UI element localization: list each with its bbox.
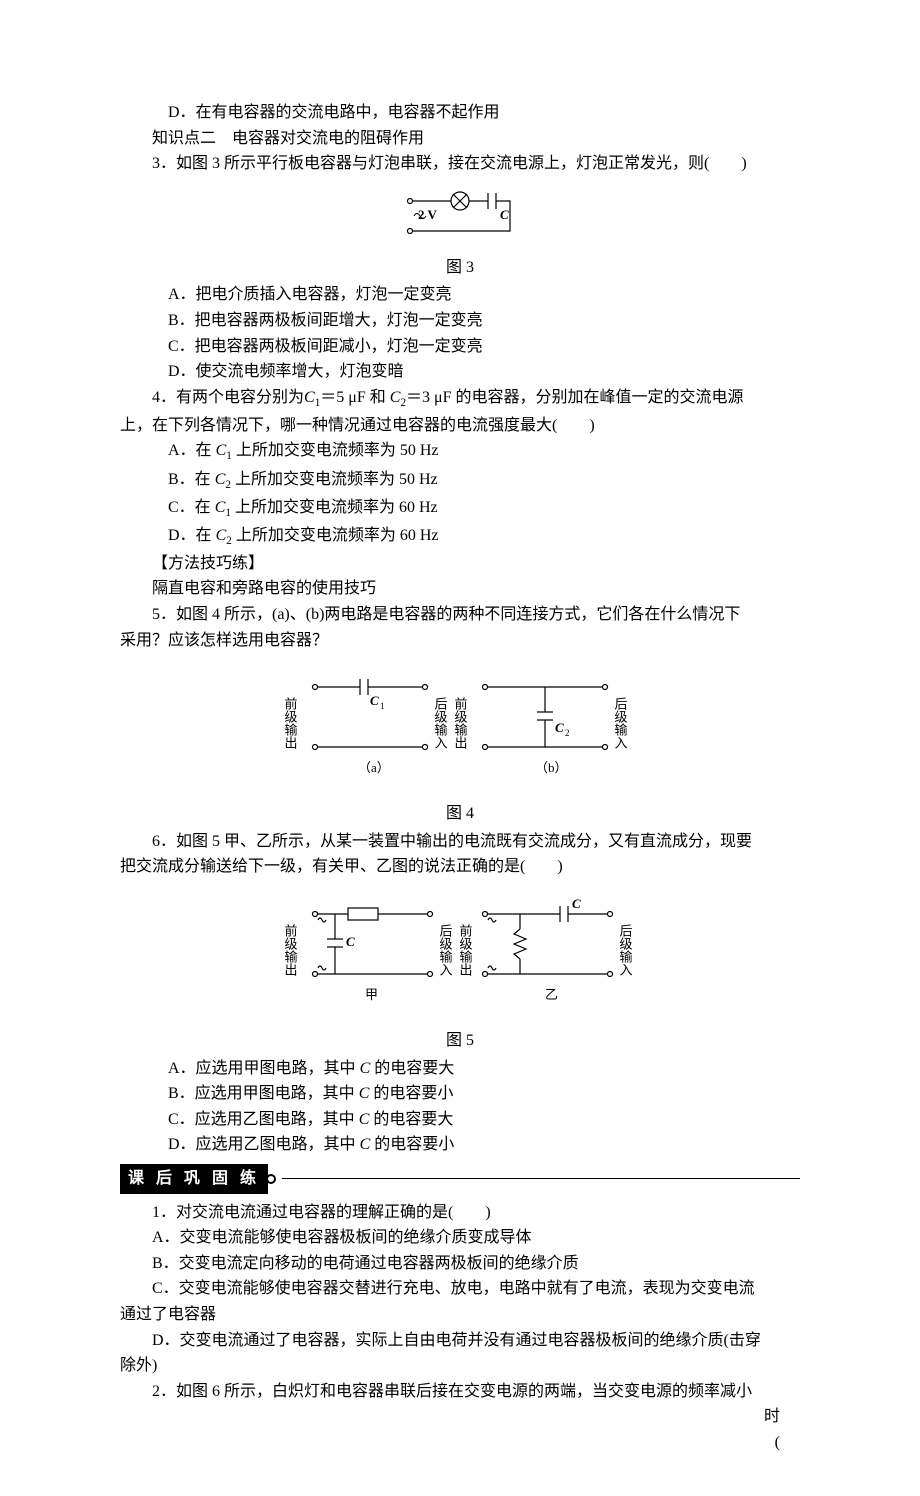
fig4b-right-label: 后级输入 [613,697,628,749]
q2-option-d: D．在有电容器的交流电路中，电容器不起作用 [120,100,800,126]
q6a-post: 的电容要大 [370,1060,454,1077]
q4-option-d: D．在 C2 上所加交变电流频率为 60 Hz [120,523,800,551]
fig4-c1: C [370,693,379,708]
fig4a-right-label: 后级输入 [433,697,448,749]
q4-c2-var: C [390,389,401,406]
q6b-pre: B．应选用甲图电路，其中 [168,1085,359,1102]
p1-option-c-line2: 通过了电容器 [120,1302,800,1328]
q6b-var: C [359,1085,370,1102]
q6-stem-line1: 6．如图 5 甲、乙所示，从某一装置中输出的电流既有交流成分，又有直流成分，现要 [120,829,800,855]
fig3-2v-label: 2 V [418,207,438,222]
fig5b-left-label: 前级输出 [458,923,473,976]
q6d-var: C [360,1136,371,1153]
q3-option-b: B．把电容器两极板间距增大，灯泡一定变亮 [120,308,800,334]
q4b-post: 上所加交变电流频率为 50 Hz [231,471,438,488]
p1-option-d-line1: D．交变电流通过了电容器，实际上自由电荷并没有通过电容器极板间的绝缘介质(击穿 [120,1328,800,1354]
q6c-post: 的电容要大 [369,1111,453,1128]
q4-option-b: B．在 C2 上所加交变电流频率为 50 Hz [120,467,800,495]
q6c-pre: C．应选用乙图电路，其中 [168,1111,359,1128]
q3-option-c: C．把电容器两极板间距减小，灯泡一定变亮 [120,334,800,360]
fig5-c-right: C [572,896,581,911]
q6-option-d: D．应选用乙图电路，其中 C 的电容要小 [120,1132,800,1158]
figure-4-caption: 图 4 [120,801,800,827]
method-subtitle: 隔直电容和旁路电容的使用技巧 [120,576,800,602]
q6d-post: 的电容要小 [370,1136,454,1153]
fig4-c2-sub: 2 [565,728,570,738]
fig4a-left-label: 前级输出 [283,697,298,750]
p1-option-a: A．交变电流能够使电容器极板间的绝缘介质变成导体 [120,1225,800,1251]
fig4-b-label: （b） [535,760,568,775]
figure-4-circuits: 前级输出 后级输入 前级输出 后级输入 C 1 C 2 （a） （b） [270,657,650,797]
p1-option-d-line2: 除外) [120,1353,800,1379]
q5-stem-line2: 采用？应该怎样选用电容器？ [120,628,800,654]
q4d-var: C [216,527,227,544]
p2-stem: 2．如图 6 所示，白炽灯和电容器串联后接在交变电源的两端，当交变电源的频率减小 [120,1379,800,1405]
figure-5-caption: 图 5 [120,1028,800,1054]
q3-option-d: D．使交流电频率增大，灯泡变暗 [120,359,800,385]
q4d-post: 上所加交变电流频率为 60 Hz [232,527,439,544]
p2-tail-1: 时 [120,1404,800,1430]
q4c-var: C [215,499,226,516]
fig4-c2: C [555,720,564,735]
q4-stem-a: 4．有两个电容分别为 [152,389,304,406]
q4-c2-val: ＝3 μF 的电容器，分别加在峰值一定的交流电源 [406,389,743,406]
knowledge-point-2-title: 知识点二 电容器对交流电的阻碍作用 [120,126,800,152]
p1-stem: 1．对交流电流通过电容器的理解正确的是( ) [120,1200,800,1226]
q4-stem-line1: 4．有两个电容分别为C1＝5 μF 和 C2＝3 μF 的电容器，分别加在峰值一… [120,385,800,413]
section-2-header: 课 后 巩 固 练 [120,1164,800,1194]
fig4-a-label: （a） [358,760,390,775]
fig5-yi-label: 乙 [545,987,558,1002]
q6-option-b: B．应选用甲图电路，其中 C 的电容要小 [120,1081,800,1107]
p1-option-c-line1: C．交变电流能够使电容器交替进行充电、放电，电路中就有了电流，表现为交变电流 [120,1276,800,1302]
q4-stem-line2: 上，在下列各情况下，哪一种情况通过电容器的电流强度最大( ) [120,413,800,439]
q4-option-a: A．在 C1 上所加交变电流频率为 50 Hz [120,438,800,466]
section-2-title: 课 后 巩 固 练 [120,1164,268,1194]
fig5a-right-label: 后级输入 [438,924,453,976]
figure-5-circuits: 前级输出 后级输入 前级输出 后级输入 C C 甲 乙 [270,884,650,1024]
figure-3-circuit: 2 V C [380,181,540,251]
figure-3-caption: 图 3 [120,255,800,281]
fig5a-left-label: 前级输出 [283,923,298,976]
q6-option-c: C．应选用乙图电路，其中 C 的电容要大 [120,1107,800,1133]
q3-option-a: A．把电介质插入电容器，灯泡一定变亮 [120,282,800,308]
q6-stem-line2: 把交流成分输送给下一级，有关甲、乙图的说法正确的是( ) [120,854,800,880]
method-title: 【方法技巧练】 [120,551,800,577]
section-dot-icon [266,1174,276,1184]
q6a-pre: A．应选用甲图电路，其中 [168,1060,360,1077]
q4a-var: C [216,442,227,459]
section-rule [282,1178,800,1179]
q6-option-a: A．应选用甲图电路，其中 C 的电容要大 [120,1056,800,1082]
fig5b-right-label: 后级输入 [618,924,633,976]
q4d-pre: D．在 [168,527,216,544]
fig5-jia-label: 甲 [365,987,378,1002]
q4c-post: 上所加交变电流频率为 60 Hz [231,499,438,516]
q4-option-c: C．在 C1 上所加交变电流频率为 60 Hz [120,495,800,523]
q4-c1-val: ＝5 μF 和 [320,389,389,406]
fig5-c-left: C [346,934,355,949]
q6b-post: 的电容要小 [369,1085,453,1102]
fig3-c-label: C [500,207,509,222]
page: D．在有电容器的交流电路中，电容器不起作用 知识点二 电容器对交流电的阻碍作用 … [0,0,920,1496]
q4b-var: C [215,471,226,488]
p1-option-b: B．交变电流定向移动的电荷通过电容器两极板间的绝缘介质 [120,1251,800,1277]
q4a-post: 上所加交变电流频率为 50 Hz [232,442,439,459]
q4-c1-var: C [304,389,315,406]
q4a-pre: A．在 [168,442,216,459]
fig4b-left-label: 前级输出 [453,697,468,750]
q6d-pre: D．应选用乙图电路，其中 [168,1136,360,1153]
q6a-var: C [360,1060,371,1077]
q4c-pre: C．在 [168,499,215,516]
q5-stem-line1: 5．如图 4 所示，(a)、(b)两电路是电容器的两种不同连接方式，它们各在什么… [120,602,800,628]
q6c-var: C [359,1111,370,1128]
p2-tail-2: ( [120,1430,800,1456]
q4b-pre: B．在 [168,471,215,488]
q3-stem: 3．如图 3 所示平行板电容器与灯泡串联，接在交流电源上，灯泡正常发光，则( ) [120,151,800,177]
fig4-c1-sub: 1 [380,701,385,711]
